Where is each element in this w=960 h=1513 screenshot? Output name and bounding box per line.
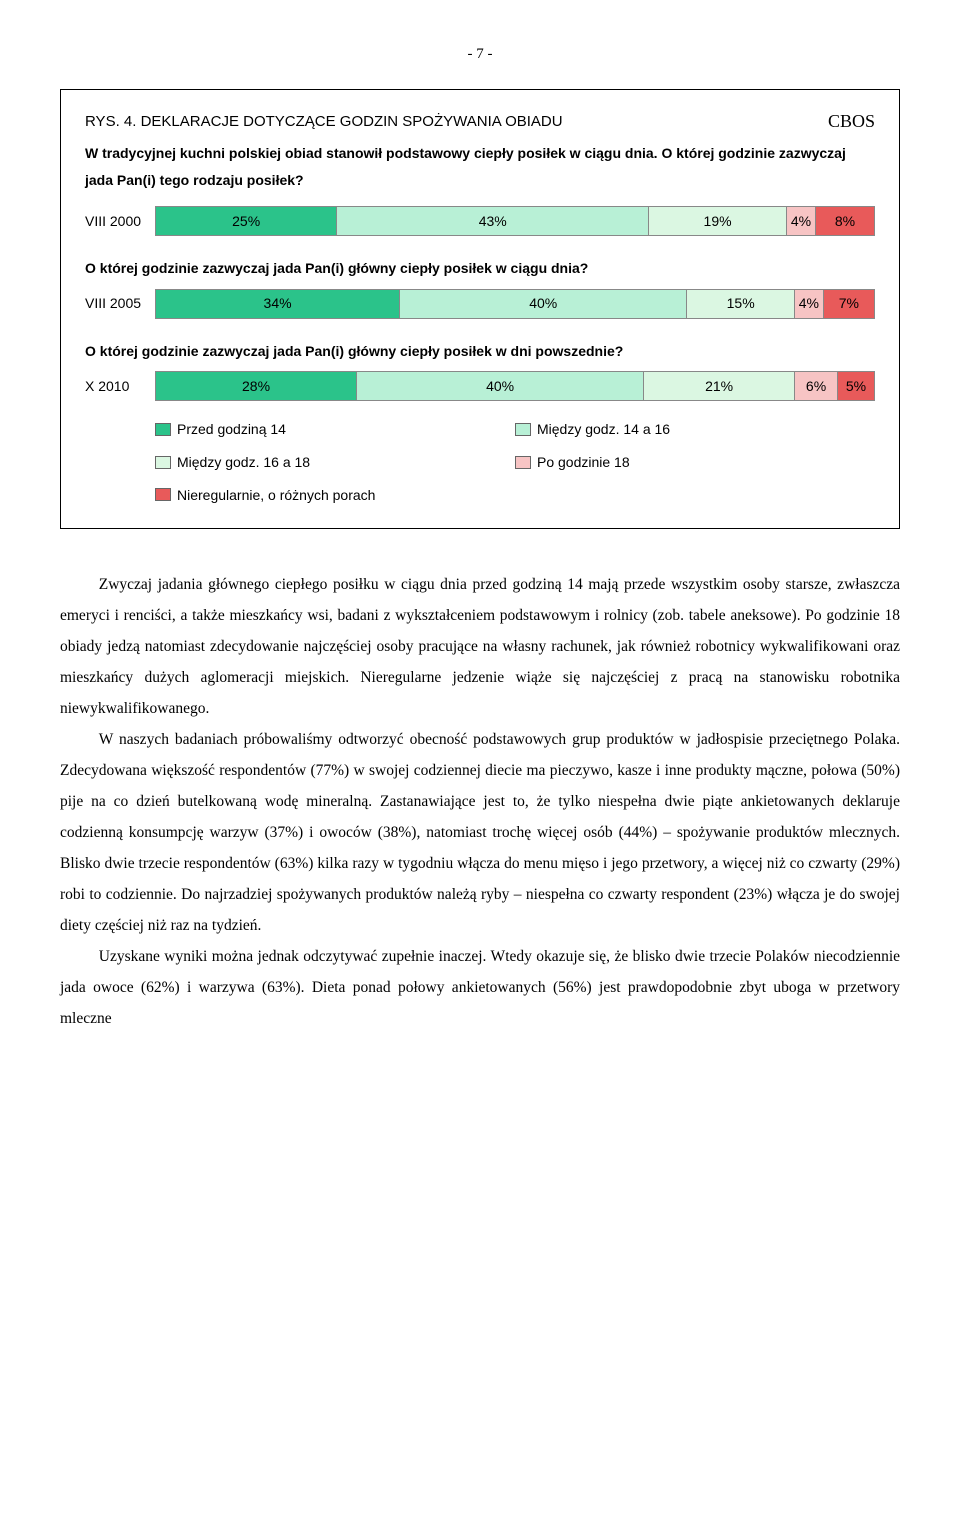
legend-label: Nieregularnie, o różnych porach bbox=[177, 482, 375, 509]
bar-segment: 40% bbox=[400, 290, 687, 318]
paragraph-3: Uzyskane wyniki można jednak odczytywać … bbox=[60, 941, 900, 1034]
legend-swatch bbox=[155, 423, 171, 436]
bar-segment: 25% bbox=[156, 207, 337, 235]
bar-segment: 43% bbox=[337, 207, 649, 235]
legend-item: Nieregularnie, o różnych porach bbox=[155, 482, 875, 509]
bar-segment: 34% bbox=[156, 290, 400, 318]
chart-title: RYS. 4. DEKLARACJE DOTYCZĄCE GODZIN SPOŻ… bbox=[85, 108, 875, 137]
legend-label: Po godzinie 18 bbox=[537, 449, 630, 476]
legend-item: Między godz. 14 a 16 bbox=[515, 416, 875, 443]
legend-item: Po godzinie 18 bbox=[515, 449, 875, 476]
legend-swatch bbox=[515, 456, 531, 469]
bar-year-label: VIII 2000 bbox=[85, 208, 155, 235]
paragraph-1: Zwyczaj jadania głównego ciepłego posiłk… bbox=[60, 569, 900, 724]
legend-swatch bbox=[155, 456, 171, 469]
legend-label: Między godz. 14 a 16 bbox=[537, 416, 670, 443]
bar-year-label: X 2010 bbox=[85, 373, 155, 400]
bar-segment: 40% bbox=[357, 372, 644, 400]
chart-legend: Przed godziną 14 Między godz. 14 a 16 Międ… bbox=[155, 416, 875, 510]
bar-track: 28%40%21%6%5% bbox=[155, 371, 875, 401]
bar-segment: 15% bbox=[687, 290, 795, 318]
bar-row: X 201028%40%21%6%5% bbox=[85, 370, 875, 402]
chart-question-3: O której godzinie zazwyczaj jada Pan(i) … bbox=[85, 338, 875, 365]
bar-track: 25%43%19%4%8% bbox=[155, 206, 875, 236]
legend-label: Między godz. 16 a 18 bbox=[177, 449, 310, 476]
bar-segment: 21% bbox=[644, 372, 795, 400]
legend-swatch bbox=[515, 423, 531, 436]
legend-label: Przed godziną 14 bbox=[177, 416, 286, 443]
legend-item: Przed godziną 14 bbox=[155, 416, 515, 443]
legend-swatch bbox=[155, 488, 171, 501]
bar-row: VIII 200025%43%19%4%8% bbox=[85, 205, 875, 237]
bar-segment: 6% bbox=[795, 372, 838, 400]
page-number: - 7 - bbox=[60, 40, 900, 69]
bar-year-label: VIII 2005 bbox=[85, 290, 155, 317]
bar-segment: 4% bbox=[795, 290, 824, 318]
chart-question-2: O której godzinie zazwyczaj jada Pan(i) … bbox=[85, 255, 875, 282]
cbos-label: CBOS bbox=[828, 104, 875, 138]
chart-subtitle: W tradycyjnej kuchni polskiej obiad stan… bbox=[85, 140, 875, 193]
bar-segment: 5% bbox=[838, 372, 874, 400]
chart-container: CBOS RYS. 4. DEKLARACJE DOTYCZĄCE GODZIN… bbox=[60, 89, 900, 530]
bar-row: VIII 200534%40%15%4%7% bbox=[85, 288, 875, 320]
bar-segment: 8% bbox=[816, 207, 874, 235]
paragraph-2: W naszych badaniach próbowaliśmy odtworz… bbox=[60, 724, 900, 941]
legend-item: Między godz. 16 a 18 bbox=[155, 449, 515, 476]
bar-segment: 4% bbox=[787, 207, 816, 235]
bar-segment: 28% bbox=[156, 372, 357, 400]
body-text: Zwyczaj jadania głównego ciepłego posiłk… bbox=[60, 569, 900, 1034]
bar-segment: 19% bbox=[649, 207, 787, 235]
bar-track: 34%40%15%4%7% bbox=[155, 289, 875, 319]
bar-segment: 7% bbox=[824, 290, 874, 318]
